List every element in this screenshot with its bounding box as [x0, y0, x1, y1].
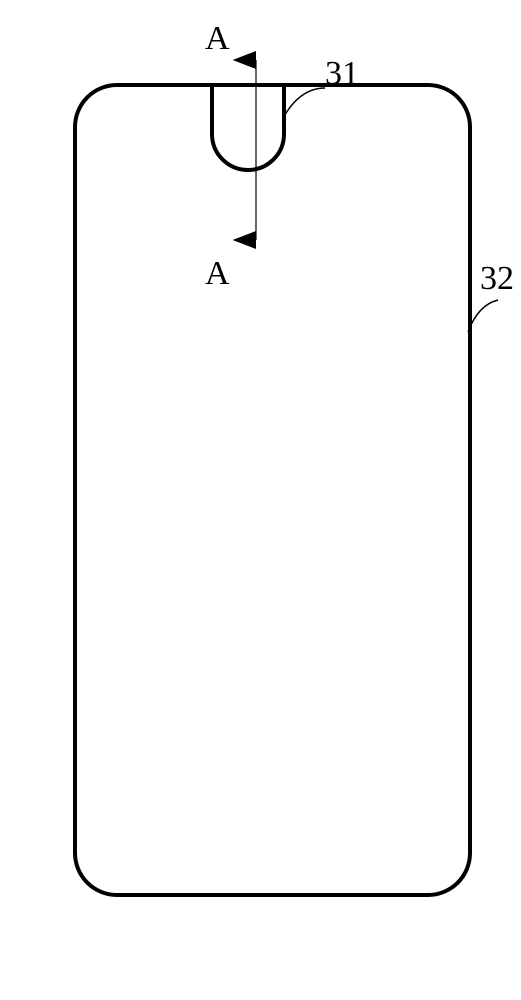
section-arrow-top: [233, 51, 256, 69]
leader-32: [468, 300, 498, 332]
section-label-a-top: A: [205, 20, 230, 58]
reference-label-32: 32: [480, 260, 514, 298]
section-arrow-bottom: [233, 231, 256, 249]
technical-diagram: [0, 0, 521, 1000]
reference-label-31: 31: [325, 55, 359, 93]
leader-31: [283, 88, 325, 118]
notch-outline: [212, 85, 284, 170]
section-label-a-bottom: A: [205, 255, 230, 293]
phone-body-outline: [75, 85, 470, 895]
